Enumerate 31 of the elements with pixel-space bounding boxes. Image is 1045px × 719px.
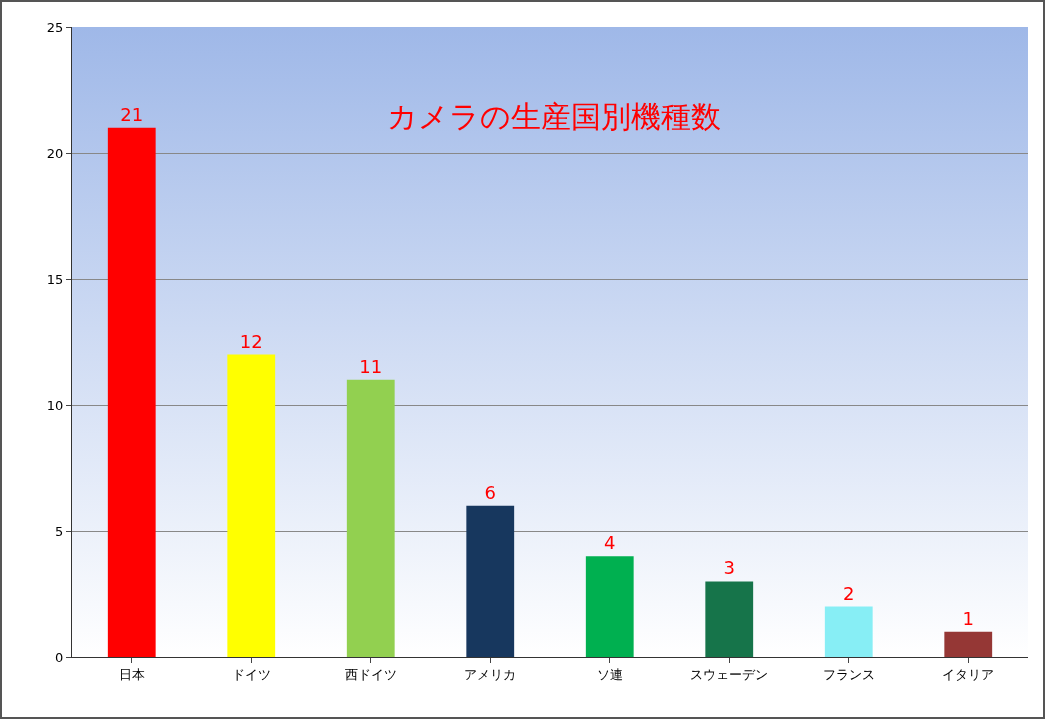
bar — [705, 581, 754, 657]
data-label: 21 — [120, 103, 144, 125]
bar — [824, 606, 873, 657]
x-tick-label: アメリカ — [464, 666, 517, 682]
data-label: 2 — [843, 582, 855, 604]
x-tick-label: フランス — [822, 666, 875, 682]
y-tick-label: 25 — [46, 19, 64, 35]
bar — [107, 127, 156, 657]
y-tick-label: 20 — [46, 145, 64, 161]
data-label: 1 — [962, 607, 974, 629]
x-tick-label: 日本 — [118, 666, 145, 682]
y-tick-label: 15 — [46, 271, 64, 287]
data-label: 11 — [359, 355, 383, 377]
x-tick-label: ソ連 — [596, 666, 623, 682]
x-tick-label: イタリア — [942, 666, 995, 682]
bar — [227, 354, 276, 657]
data-label: 3 — [723, 557, 735, 579]
y-tick-label: 10 — [46, 397, 64, 413]
data-label: 12 — [239, 330, 263, 352]
bar — [944, 631, 993, 657]
data-label: 6 — [484, 481, 496, 503]
bar — [346, 379, 395, 657]
x-tick-label: スウェーデン — [690, 666, 769, 682]
y-tick-label: 5 — [55, 523, 64, 539]
data-label: 4 — [604, 532, 616, 554]
x-tick-label: ドイツ — [231, 666, 271, 682]
y-tick-label: 0 — [55, 649, 64, 665]
bar — [585, 556, 634, 657]
bar — [466, 505, 515, 657]
x-tick-label: 西ドイツ — [344, 666, 397, 682]
text: カメラの生産国別機種数 — [386, 98, 721, 134]
